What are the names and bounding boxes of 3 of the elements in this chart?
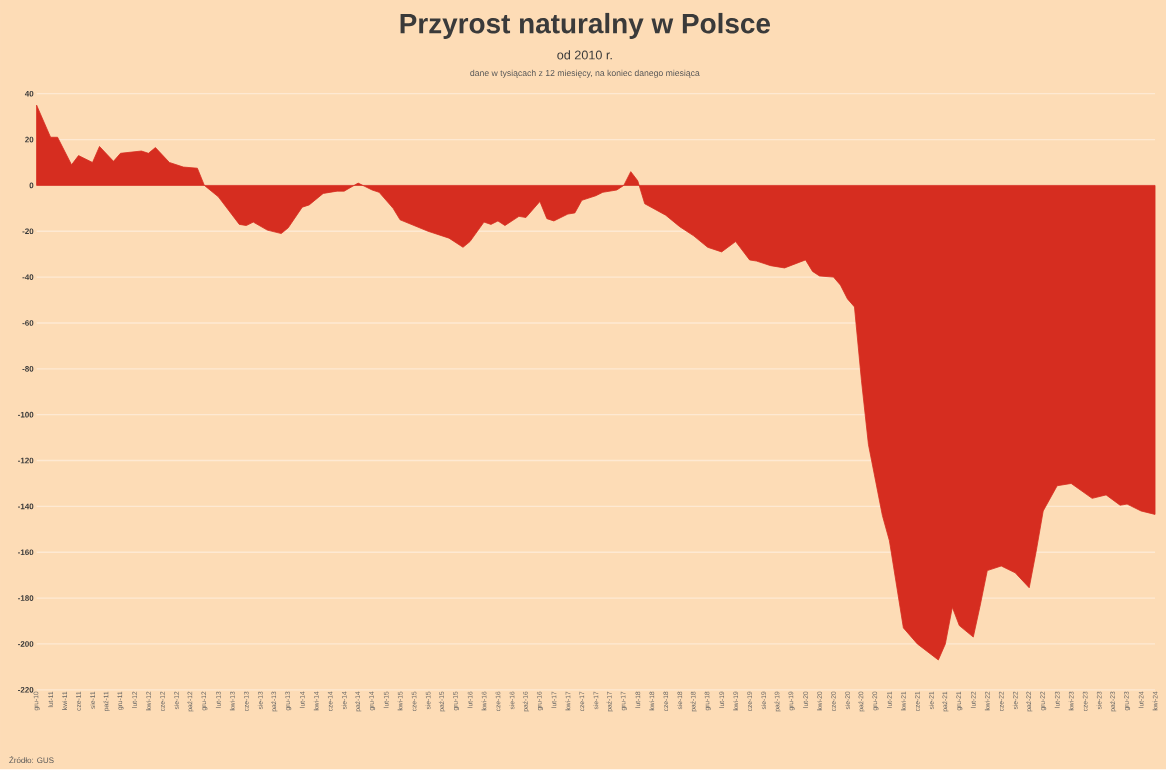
text: dane w tysiącach z 12 miesięcy, na koniec danego miesiąca: [470, 69, 700, 78]
chart-subtitle: od 2010 r.: [557, 50, 612, 60]
chart-title: Przyrost naturalny w Polsce: [400, 13, 771, 40]
